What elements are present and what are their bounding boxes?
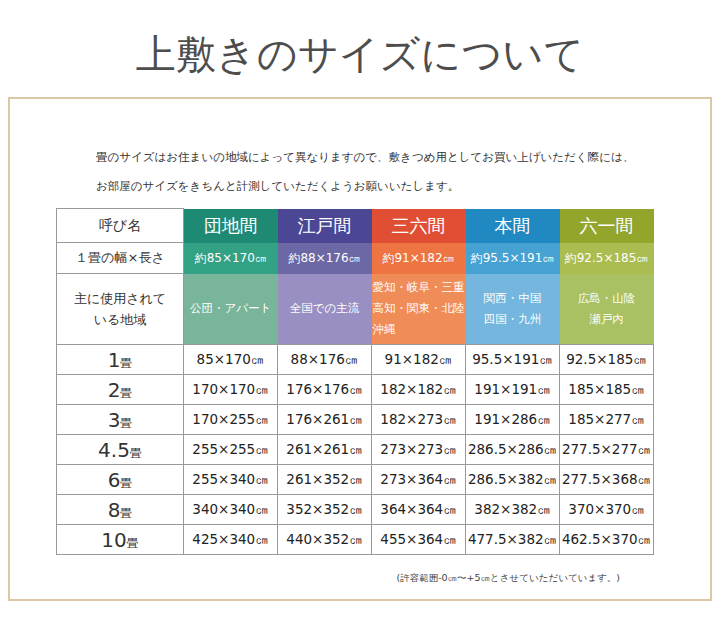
size-value: 255×255㎝ (184, 435, 278, 465)
size-value: 261×261㎝ (278, 435, 372, 465)
corner-cell: 呼び名 (57, 209, 184, 243)
width-cell-3: 約95.5×191㎝ (466, 243, 560, 274)
width-row-label: １畳の幅×長さ (57, 243, 184, 274)
size-value: 176×261㎝ (278, 405, 372, 435)
intro-line2: お部屋のサイズをきちんと計測していただくようお願いいたします。 (96, 179, 459, 193)
size-value: 92.5×185㎝ (560, 345, 654, 375)
size-row-2: 2畳170×170㎝176×176㎝182×182㎝191×191㎝185×18… (57, 375, 654, 405)
size-value: 352×352㎝ (278, 495, 372, 525)
content-box: 畳のサイズはお住まいの地域によって異なりますので、敷きつめ用としてお買い上げいた… (8, 97, 712, 601)
size-row-4.5: 4.5畳255×255㎝261×261㎝273×273㎝286.5×286㎝27… (57, 435, 654, 465)
width-cell-0: 約85×170㎝ (184, 243, 278, 274)
column-header-4: 六一間 (560, 209, 654, 243)
size-value: 477.5×382㎝ (466, 525, 560, 555)
size-table: 呼び名団地間江戸間三六間本間六一間１畳の幅×長さ約85×170㎝約88×176㎝… (56, 208, 654, 555)
size-value: 273×364㎝ (372, 465, 466, 495)
size-value: 364×364㎝ (372, 495, 466, 525)
intro-line1: 畳のサイズはお住まいの地域によって異なりますので、敷きつめ用としてお買い上げいた… (96, 150, 634, 164)
size-row-10: 10畳425×340㎝440×352㎝455×364㎝477.5×382㎝462… (57, 525, 654, 555)
table-header-row: 呼び名団地間江戸間三六間本間六一間 (57, 209, 654, 243)
size-value: 170×255㎝ (184, 405, 278, 435)
size-value: 91×182㎝ (372, 345, 466, 375)
column-header-2: 三六間 (372, 209, 466, 243)
size-value: 273×273㎝ (372, 435, 466, 465)
width-cell-4: 約92.5×185㎝ (560, 243, 654, 274)
size-value: 191×191㎝ (466, 375, 560, 405)
size-value: 277.5×277㎝ (560, 435, 654, 465)
region-row-label: 主に使用されている地域 (57, 274, 184, 345)
size-value: 455×364㎝ (372, 525, 466, 555)
size-value: 261×352㎝ (278, 465, 372, 495)
region-cell-0: 公団・アパート (184, 274, 278, 345)
size-row-label: 10畳 (57, 525, 184, 555)
size-value: 462.5×370㎝ (560, 525, 654, 555)
page-title: 上敷きのサイズについて (0, 0, 720, 82)
intro-text: 畳のサイズはお住まいの地域によって異なりますので、敷きつめ用としてお買い上げいた… (96, 143, 710, 201)
column-header-0: 団地間 (184, 209, 278, 243)
size-value: 286.5×382㎝ (466, 465, 560, 495)
size-row-label: 2畳 (57, 375, 184, 405)
column-header-3: 本間 (466, 209, 560, 243)
size-value: 185×277㎝ (560, 405, 654, 435)
size-value: 185×185㎝ (560, 375, 654, 405)
size-value: 277.5×368㎝ (560, 465, 654, 495)
size-value: 286.5×286㎝ (466, 435, 560, 465)
column-header-1: 江戸間 (278, 209, 372, 243)
size-row-1: 1畳85×170㎝88×176㎝91×182㎝95.5×191㎝92.5×185… (57, 345, 654, 375)
size-value: 170×170㎝ (184, 375, 278, 405)
region-cell-4: 広島・山陰瀬戸内 (560, 274, 654, 345)
width-row: １畳の幅×長さ約85×170㎝約88×176㎝約91×182㎝約95.5×191… (57, 243, 654, 274)
width-cell-1: 約88×176㎝ (278, 243, 372, 274)
size-row-label: 3畳 (57, 405, 184, 435)
region-row: 主に使用されている地域公団・アパート全国での主流愛知・岐阜・三重高知・関東・北陸… (57, 274, 654, 345)
size-row-label: 6畳 (57, 465, 184, 495)
size-row-label: 1畳 (57, 345, 184, 375)
region-cell-2: 愛知・岐阜・三重高知・関東・北陸沖縄 (372, 274, 466, 345)
size-row-label: 4.5畳 (57, 435, 184, 465)
size-value: 255×340㎝ (184, 465, 278, 495)
size-value: 340×340㎝ (184, 495, 278, 525)
size-value: 191×286㎝ (466, 405, 560, 435)
size-value: 382×382㎝ (466, 495, 560, 525)
size-value: 182×273㎝ (372, 405, 466, 435)
size-value: 182×182㎝ (372, 375, 466, 405)
size-value: 370×370㎝ (560, 495, 654, 525)
size-value: 425×340㎝ (184, 525, 278, 555)
size-value: 95.5×191㎝ (466, 345, 560, 375)
size-value: 88×176㎝ (278, 345, 372, 375)
size-value: 176×176㎝ (278, 375, 372, 405)
region-cell-1: 全国での主流 (278, 274, 372, 345)
size-row-3: 3畳170×255㎝176×261㎝182×273㎝191×286㎝185×27… (57, 405, 654, 435)
width-cell-2: 約91×182㎝ (372, 243, 466, 274)
tolerance-note: (許容範囲-0㎝〜+5㎝とさせていただいています。) (396, 572, 620, 585)
size-row-8: 8畳340×340㎝352×352㎝364×364㎝382×382㎝370×37… (57, 495, 654, 525)
size-value: 85×170㎝ (184, 345, 278, 375)
size-value: 440×352㎝ (278, 525, 372, 555)
size-row-6: 6畳255×340㎝261×352㎝273×364㎝286.5×382㎝277.… (57, 465, 654, 495)
size-row-label: 8畳 (57, 495, 184, 525)
region-cell-3: 関西・中国四国・九州 (466, 274, 560, 345)
